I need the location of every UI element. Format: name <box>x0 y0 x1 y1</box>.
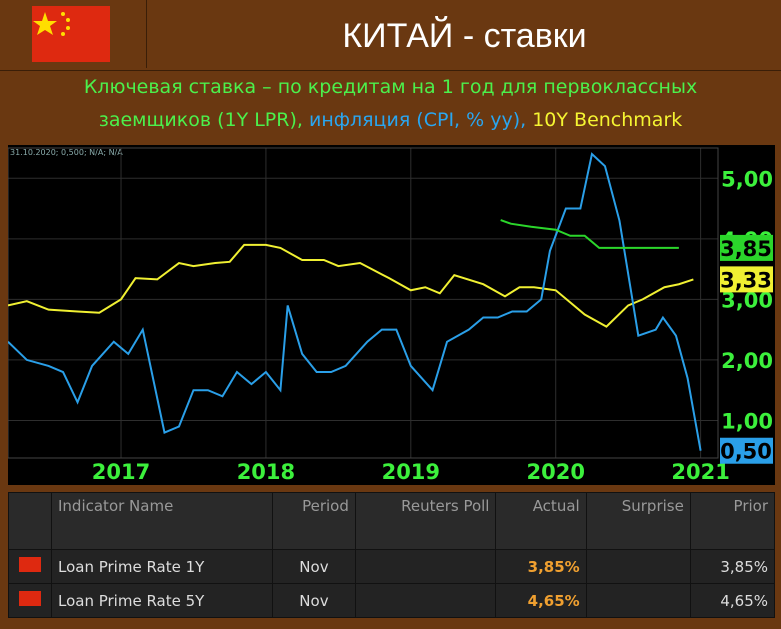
flag-cell <box>8 549 52 584</box>
flag-icon <box>19 557 41 572</box>
table-row: Loan Prime Rate 1Y Nov 3,85% 3,85% <box>8 549 776 584</box>
flag <box>32 6 110 62</box>
period-cell: Nov <box>271 549 356 584</box>
annotation: 31.10.2020; 0,500; N/A; N/A <box>10 148 123 157</box>
name-cell: Loan Prime Rate 1Y <box>51 549 273 584</box>
end-label-box <box>720 437 773 464</box>
actual-cell: 4,65% <box>495 583 587 618</box>
end-label: 3,33 <box>720 268 772 292</box>
poll-cell <box>354 583 497 618</box>
prior-cell: 3,85% <box>689 549 776 584</box>
subtitle-lpr: заемщиков (1Y LPR), <box>98 109 303 131</box>
subtitle-bond: 10Y Benchmark <box>532 109 683 131</box>
chart-bg <box>8 145 775 485</box>
surprise-cell <box>585 583 691 618</box>
flag-stars <box>33 12 70 36</box>
subtitle: Ключевая ставка – по кредитам на 1 год д… <box>0 70 781 137</box>
y-tick-label: 5,00 <box>721 167 773 191</box>
flag-col <box>8 492 52 550</box>
actual-cell: 3,85% <box>495 549 587 584</box>
series-line <box>8 243 694 328</box>
poll-cell <box>354 549 497 584</box>
x-tick-label: 2018 <box>237 460 295 484</box>
flag-icon <box>19 591 41 606</box>
title: КИТАЙ - ставки <box>146 0 781 68</box>
column-header: Period <box>271 492 356 550</box>
period-cell: Nov <box>271 583 356 618</box>
end-label: 3,85 <box>720 237 772 261</box>
subtitle-line: Ключевая ставка – по кредитам на 1 год д… <box>83 76 698 98</box>
column-header: Prior <box>689 492 776 550</box>
y-tick-label: 2,00 <box>721 349 773 373</box>
plot-frame <box>8 147 719 459</box>
end-label: 0,50 <box>720 440 772 464</box>
end-label-box <box>720 266 773 293</box>
series-line <box>8 152 702 451</box>
y-tick-label: 1,00 <box>721 409 773 433</box>
column-header: Reuters Poll <box>354 492 497 550</box>
column-header: Surprise <box>585 492 691 550</box>
x-tick-label: 2017 <box>92 460 150 484</box>
column-header: Indicator Name <box>51 492 273 550</box>
prior-cell: 4,65% <box>689 583 776 618</box>
name-cell: Loan Prime Rate 5Y <box>51 583 273 618</box>
table: Indicator Name Period Reuters Poll Actual Su… <box>8 492 776 618</box>
column-header: Actual <box>495 492 587 550</box>
table-row: Loan Prime Rate 5Y Nov 4,65% 4,65% <box>8 583 776 618</box>
series-line <box>500 219 679 249</box>
x-tick-label: 2020 <box>526 460 584 484</box>
surprise-cell <box>585 549 691 584</box>
end-label-box <box>720 234 773 261</box>
subtitle-cpi: инфляция (CPI, % yy), <box>308 109 527 131</box>
x-tick-label: 2021 <box>671 460 729 484</box>
x-tick-label: 2019 <box>382 460 440 484</box>
flag-cell <box>8 583 52 618</box>
chart: 31.10.2020; 0,500; N/A; N/A 2017 2018 2019 2… <box>8 145 775 485</box>
